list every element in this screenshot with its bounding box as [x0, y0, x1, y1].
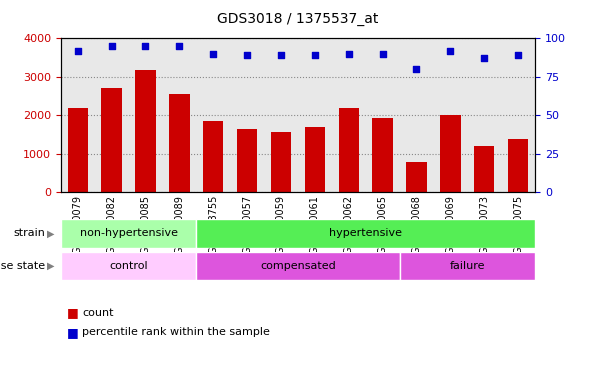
Text: percentile rank within the sample: percentile rank within the sample — [82, 327, 270, 337]
Text: control: control — [109, 261, 148, 271]
Text: failure: failure — [449, 261, 485, 271]
Point — [344, 51, 354, 57]
Text: ■: ■ — [67, 306, 78, 319]
Text: disease state: disease state — [0, 261, 46, 271]
Point — [242, 52, 252, 58]
Bar — [61, 219, 196, 248]
Bar — [203, 121, 223, 192]
Bar — [474, 146, 494, 192]
Text: ▶: ▶ — [47, 261, 55, 271]
Bar — [237, 129, 257, 192]
Bar — [271, 132, 291, 192]
Bar — [373, 118, 393, 192]
Bar — [196, 252, 399, 280]
Bar — [67, 108, 88, 192]
Text: count: count — [82, 308, 114, 318]
Point — [276, 52, 286, 58]
Bar — [406, 162, 427, 192]
Point — [174, 43, 184, 49]
Point — [412, 66, 421, 72]
Text: GDS3018 / 1375537_at: GDS3018 / 1375537_at — [217, 12, 379, 25]
Point — [140, 43, 150, 49]
Point — [513, 52, 523, 58]
Bar — [102, 88, 122, 192]
Text: strain: strain — [14, 228, 46, 238]
Point — [479, 55, 489, 61]
Point — [378, 51, 387, 57]
Bar — [169, 94, 190, 192]
Point — [310, 52, 320, 58]
Text: compensated: compensated — [260, 261, 336, 271]
Point — [73, 48, 83, 54]
Bar — [339, 108, 359, 192]
Bar — [399, 252, 535, 280]
Text: non-hypertensive: non-hypertensive — [80, 228, 178, 238]
Bar — [305, 127, 325, 192]
Bar — [508, 139, 528, 192]
Text: hypertensive: hypertensive — [329, 228, 402, 238]
Point — [107, 43, 117, 49]
Point — [209, 51, 218, 57]
Bar — [136, 70, 156, 192]
Bar — [61, 252, 196, 280]
Bar — [196, 219, 535, 248]
Text: ▶: ▶ — [47, 228, 55, 238]
Point — [446, 48, 455, 54]
Bar — [440, 115, 460, 192]
Text: ■: ■ — [67, 326, 78, 339]
